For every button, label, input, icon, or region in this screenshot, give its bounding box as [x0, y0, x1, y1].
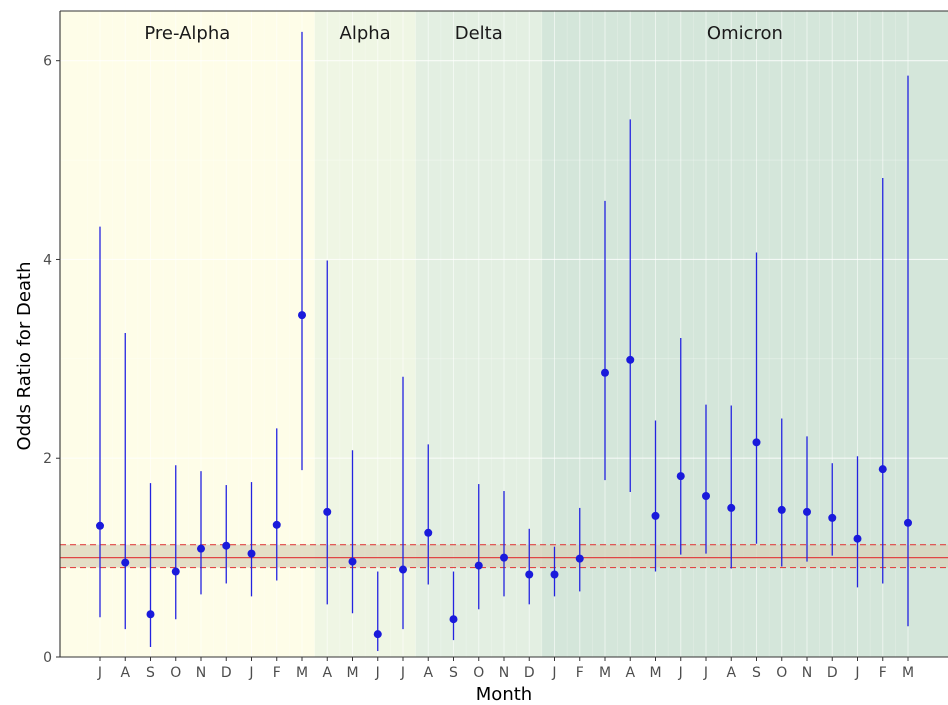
x-tick-label: O — [170, 665, 181, 681]
data-point — [424, 528, 433, 537]
x-tick-label: S — [449, 665, 458, 681]
data-points — [96, 311, 912, 639]
x-tick-label: A — [120, 665, 130, 681]
x-tick-label: M — [599, 665, 611, 681]
data-point — [449, 615, 458, 624]
data-point — [348, 557, 357, 566]
data-point — [702, 491, 710, 500]
data-point — [525, 570, 534, 579]
data-point — [500, 553, 508, 562]
x-tick-label: D — [524, 665, 535, 681]
data-point — [197, 544, 205, 553]
x-tick-label: D — [827, 665, 838, 681]
data-point — [272, 520, 281, 529]
era-label: Omicron — [707, 23, 783, 44]
era-label: Alpha — [340, 23, 391, 44]
x-tick-label: O — [473, 665, 484, 681]
confidence-intervals — [99, 31, 909, 652]
data-point — [904, 518, 912, 527]
x-tick-label: D — [221, 665, 232, 681]
data-point — [474, 561, 483, 570]
x-tick-label: N — [802, 665, 812, 681]
x-tick-label: M — [649, 665, 661, 681]
x-tick-label: J — [551, 665, 556, 681]
y-axis-title: Odds Ratio for Death — [14, 262, 35, 451]
data-point — [373, 630, 382, 639]
x-axis-title: Month — [476, 684, 532, 705]
data-point — [121, 558, 130, 567]
data-point — [853, 534, 862, 543]
data-point — [878, 465, 887, 474]
x-tick-label: A — [726, 665, 736, 681]
x-tick-label: M — [902, 665, 914, 681]
x-tick-label: M — [346, 665, 358, 681]
data-point — [828, 513, 837, 522]
x-tick-label: S — [146, 665, 155, 681]
x-tick-label: J — [248, 665, 253, 681]
x-tick-label: A — [423, 665, 433, 681]
era-labels: Pre-Alpha Alpha Delta Omicron — [144, 23, 783, 44]
data-point — [727, 503, 736, 512]
y-tick-label: 0 — [43, 650, 52, 666]
x-tick-label: J — [97, 665, 102, 681]
x-tick-label: J — [854, 665, 859, 681]
data-point — [298, 311, 306, 320]
data-point — [777, 505, 786, 514]
data-point — [171, 567, 180, 576]
data-point — [96, 521, 104, 530]
x-tick-label: S — [752, 665, 761, 681]
data-point — [803, 507, 811, 516]
data-point — [222, 541, 231, 550]
x-tick-label: F — [273, 665, 281, 681]
x-tick-label: J — [400, 665, 405, 681]
data-point — [399, 565, 407, 574]
x-tick-label: J — [703, 665, 708, 681]
era-label: Pre-Alpha — [144, 23, 230, 44]
data-point — [247, 549, 256, 558]
x-tick-label: A — [322, 665, 332, 681]
x-tick-label: N — [499, 665, 509, 681]
data-point — [676, 472, 685, 481]
x-tick-label: A — [625, 665, 635, 681]
era-label: Delta — [455, 23, 503, 44]
data-point — [651, 511, 660, 520]
data-point — [575, 554, 584, 563]
x-tick-label: F — [576, 665, 584, 681]
data-point — [601, 368, 609, 377]
data-point — [626, 355, 635, 364]
x-tick-label: J — [375, 665, 380, 681]
x-tick-label: N — [196, 665, 206, 681]
data-point — [146, 610, 155, 619]
data-point — [323, 507, 332, 516]
x-tick-label: F — [879, 665, 887, 681]
data-point — [752, 438, 761, 447]
x-tick-label: J — [678, 665, 683, 681]
y-tick-label: 4 — [43, 252, 52, 268]
data-point — [550, 570, 559, 579]
y-tick-label: 2 — [43, 451, 52, 467]
y-tick-label: 6 — [43, 54, 52, 70]
x-tick-label: M — [296, 665, 308, 681]
x-tick-label: O — [776, 665, 787, 681]
